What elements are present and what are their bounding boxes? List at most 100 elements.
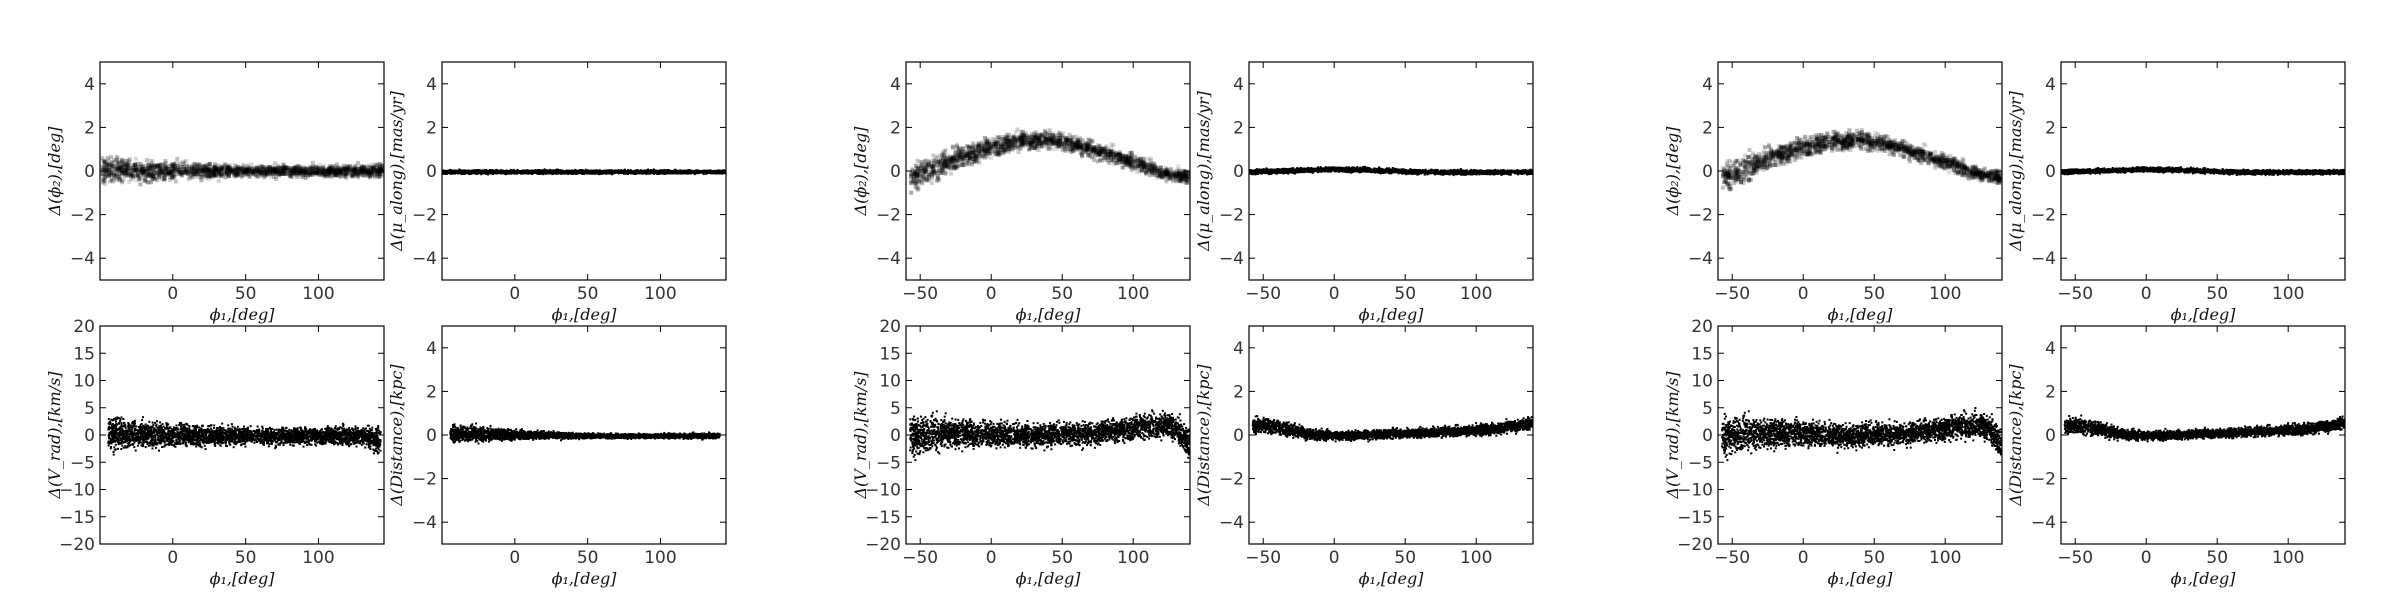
density-cell xyxy=(271,168,276,173)
density-cell xyxy=(222,169,227,174)
density-cell xyxy=(164,172,169,177)
density-cell xyxy=(213,165,218,170)
density-cell xyxy=(216,170,221,175)
density-cell xyxy=(333,169,337,173)
density-cell xyxy=(121,159,126,164)
density-cell xyxy=(260,169,265,174)
density-cell xyxy=(274,171,278,176)
density-cell xyxy=(282,167,287,172)
density-cell xyxy=(212,172,217,176)
density-cell xyxy=(298,165,303,170)
density-cell xyxy=(196,167,201,171)
density-cell xyxy=(225,166,230,171)
density-cell xyxy=(259,171,264,175)
density-cell xyxy=(270,170,275,175)
density-cell xyxy=(378,168,383,172)
density-cell xyxy=(274,170,279,175)
data-point xyxy=(617,172,620,174)
density-cell xyxy=(106,163,111,168)
data-point xyxy=(578,169,581,171)
density-cell xyxy=(233,167,238,172)
density-cell xyxy=(371,168,376,173)
density-cell xyxy=(281,167,286,171)
density-cell xyxy=(289,172,294,177)
data-point xyxy=(709,170,711,173)
density-cell xyxy=(205,169,210,174)
density-cell xyxy=(283,172,287,176)
density-cell xyxy=(162,169,167,174)
density-cell xyxy=(113,173,118,178)
density-cell xyxy=(218,174,223,179)
density-cell xyxy=(193,171,198,176)
density-cell xyxy=(306,171,311,176)
density-cell xyxy=(224,167,229,172)
density-cell xyxy=(354,164,359,169)
density-cell xyxy=(297,166,302,171)
density-cell xyxy=(195,172,200,177)
data-point xyxy=(470,171,473,174)
density-cell xyxy=(154,169,159,174)
data-point xyxy=(554,169,557,172)
density-cell xyxy=(336,170,341,175)
density-cell xyxy=(264,166,269,171)
density-cell xyxy=(232,168,237,173)
density-cell xyxy=(223,166,228,171)
density-cell xyxy=(353,167,358,172)
density-cell xyxy=(110,164,114,168)
density-cell xyxy=(329,170,334,175)
data-point xyxy=(572,169,575,172)
density-cell xyxy=(374,168,379,172)
data-point xyxy=(658,171,661,174)
density-cell xyxy=(227,172,231,177)
density-cell xyxy=(200,173,205,178)
density-cell xyxy=(274,169,279,174)
density-cell xyxy=(162,167,167,171)
density-cell xyxy=(191,165,196,170)
density-cell xyxy=(196,170,201,174)
density-cell xyxy=(249,162,254,167)
density-cell xyxy=(153,177,158,182)
density-cell xyxy=(262,166,267,171)
data-point xyxy=(711,170,714,173)
density-cell xyxy=(159,171,164,175)
density-cell xyxy=(327,166,332,171)
density-cell xyxy=(245,168,250,173)
density-cell xyxy=(154,175,159,180)
density-cell xyxy=(144,164,149,169)
data-point xyxy=(587,171,590,174)
density-cell xyxy=(377,166,382,171)
density-cell xyxy=(170,171,175,176)
density-cell xyxy=(160,168,165,173)
density-cell xyxy=(173,168,178,173)
density-cell xyxy=(127,157,132,162)
density-cell xyxy=(267,169,272,174)
density-cell xyxy=(140,170,145,175)
density-cell xyxy=(304,170,309,175)
density-cell xyxy=(212,169,217,173)
density-cell xyxy=(133,170,137,175)
density-cell xyxy=(196,167,201,172)
y-tick-label: 4 xyxy=(84,75,95,95)
density-cell xyxy=(136,173,140,178)
density-cell xyxy=(204,167,209,172)
density-cell xyxy=(282,169,287,173)
data-point xyxy=(630,171,632,174)
density-cell xyxy=(237,167,242,172)
data-point xyxy=(642,171,645,174)
density-cell xyxy=(338,170,343,175)
density-cell xyxy=(315,167,320,172)
density-cell xyxy=(292,164,297,169)
density-cell xyxy=(318,173,323,178)
density-cell xyxy=(273,166,278,171)
density-cell xyxy=(179,164,184,169)
density-cell xyxy=(193,169,198,174)
density-cell xyxy=(371,167,376,171)
data-point xyxy=(666,169,669,172)
density-cell xyxy=(371,165,375,170)
density-cell xyxy=(213,166,218,171)
density-cell xyxy=(332,170,337,175)
density-cell xyxy=(184,169,189,174)
density-cell xyxy=(316,165,321,170)
density-cell xyxy=(114,159,119,164)
